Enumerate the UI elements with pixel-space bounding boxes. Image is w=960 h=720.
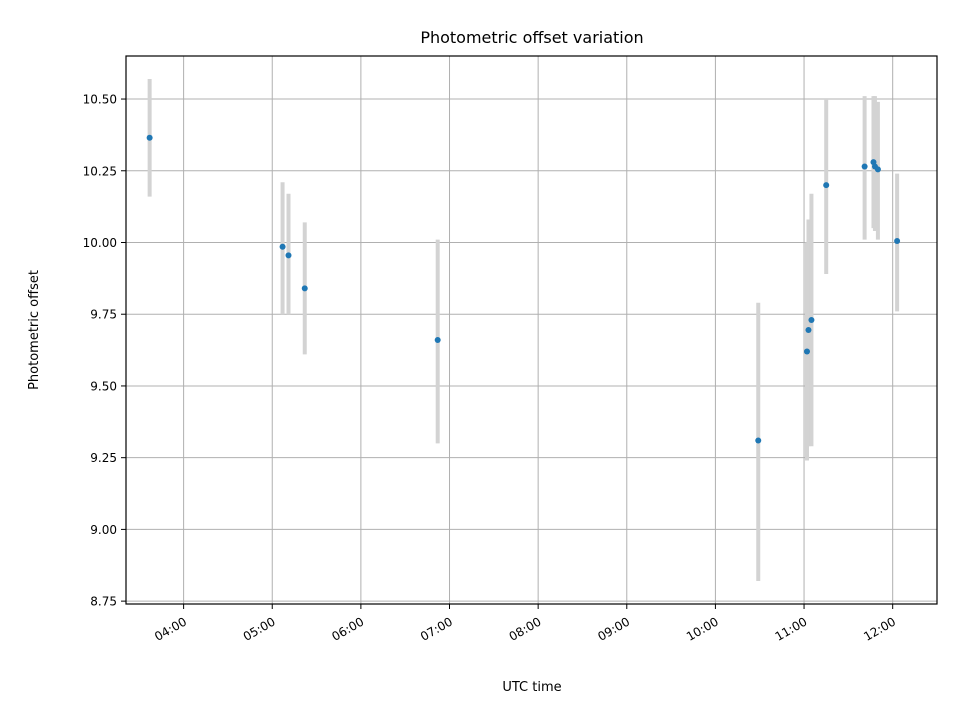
plot-frame: [125, 55, 938, 605]
y-tick-label: 9.00: [90, 523, 117, 537]
y-tick-label: 9.50: [90, 379, 117, 393]
grid: [126, 56, 937, 604]
x-axis-label: UTC time: [502, 680, 561, 695]
y-tick-label: 8.75: [90, 595, 117, 609]
data-point: [861, 163, 868, 170]
data-point: [285, 252, 292, 259]
y-axis-label: Photometric offset: [27, 270, 42, 390]
data-point: [434, 337, 441, 344]
points: [146, 134, 901, 444]
y-tick-label: 10.50: [83, 93, 117, 107]
y-tick-label: 9.25: [90, 451, 117, 465]
data-point: [808, 316, 815, 323]
y-axis-ticks: 8.75 9.00 9.25 9.50 9.75 10.00 10.25 10.50: [83, 93, 126, 609]
data-point: [146, 134, 153, 141]
data-point: [805, 327, 812, 333]
data-point: [804, 348, 811, 355]
y-tick-label: 10.00: [83, 236, 117, 250]
y-tick-label: 10.25: [83, 164, 117, 178]
data-point: [301, 285, 308, 292]
chart-title: Photometric offset variation: [420, 28, 643, 47]
y-tick-label: 9.75: [90, 308, 117, 322]
data-point: [755, 437, 762, 444]
data-point: [823, 182, 830, 189]
data-point: [874, 166, 881, 173]
data-point: [279, 243, 286, 250]
data-point: [894, 238, 901, 245]
